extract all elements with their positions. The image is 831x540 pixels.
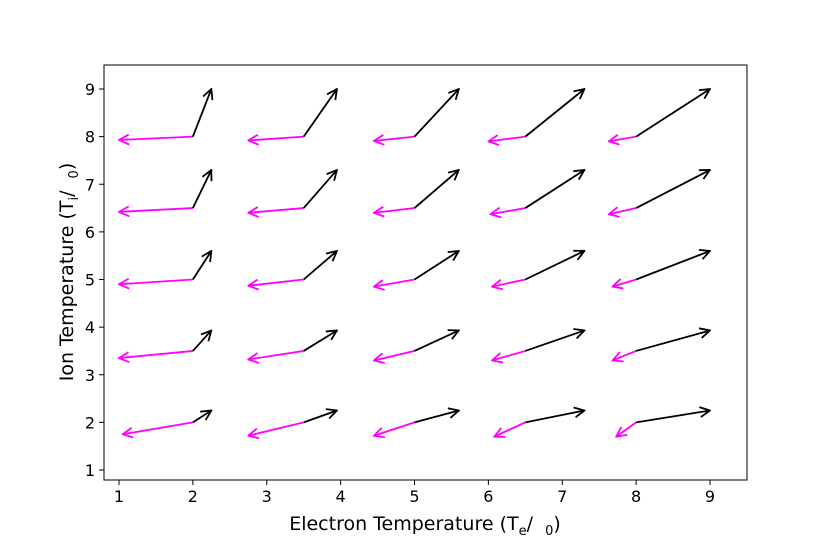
- x-tick-label-4: 4: [336, 487, 346, 506]
- magenta-arrow-r0-c0: [123, 421, 194, 434]
- black-arrow-r1-c0: [192, 330, 211, 352]
- black-arrow-r4-c3: [524, 89, 584, 138]
- magenta-arrow-r2-c1: [248, 278, 304, 286]
- magenta-arrow-r3-c0: [119, 208, 193, 212]
- magenta-arrow-r1-c3: [492, 350, 526, 361]
- black-arrow-r0-c2: [414, 410, 459, 424]
- y-tick-label-5: 5: [85, 271, 95, 290]
- black-arrow-r1-c2: [414, 330, 459, 352]
- plot-area-frame: [103, 64, 748, 481]
- magenta-arrow-r2-c2: [374, 278, 415, 287]
- black-arrow-r4-c1: [302, 89, 337, 138]
- magenta-arrow-r0-c4: [616, 421, 637, 436]
- black-arrow-r4-c2: [413, 89, 459, 138]
- black-arrow-r3-c4: [635, 170, 710, 209]
- magenta-arrow-r3-c2: [374, 208, 415, 213]
- black-arrow-r1-c3: [525, 330, 584, 352]
- magenta-arrow-r2-c0: [119, 280, 193, 285]
- y-tick-label-6: 6: [85, 223, 95, 242]
- magenta-arrow-r3-c3: [491, 208, 526, 214]
- x-axis-label: Electron Temperature (Te/ 0): [289, 513, 561, 539]
- x-tick-label-8: 8: [631, 487, 641, 506]
- magenta-arrow-r1-c2: [374, 350, 415, 361]
- magenta-arrow-r0-c1: [248, 421, 304, 435]
- x-axis-ticks: 1 2 3 4 5 6 7 8 9: [114, 480, 715, 506]
- magenta-arrow-r2-c3: [492, 278, 526, 287]
- magenta-arrow-r0-c2: [374, 421, 415, 435]
- black-arrow-r4-c4: [635, 89, 710, 138]
- y-tick-label-2: 2: [85, 413, 95, 432]
- x-tick-label-5: 5: [409, 487, 419, 506]
- y-tick-label-9: 9: [85, 80, 95, 99]
- magenta-arrow-r1-c0: [119, 350, 193, 358]
- x-tick-label-7: 7: [557, 487, 567, 506]
- magenta-arrow-r4-c4: [609, 137, 637, 142]
- y-tick-label-3: 3: [85, 366, 95, 385]
- magenta-arrow-r1-c4: [612, 350, 637, 361]
- black-arrow-r2-c1: [303, 251, 337, 281]
- magenta-arrow-r2-c4: [612, 280, 637, 287]
- black-arrow-r0-c0: [192, 410, 211, 424]
- magenta-arrow-r1-c1: [248, 350, 304, 360]
- x-tick-label-9: 9: [705, 487, 715, 506]
- black-arrow-r1-c4: [635, 330, 710, 352]
- magenta-arrow-r3-c1: [248, 208, 304, 213]
- y-tick-label-1: 1: [85, 461, 95, 480]
- x-tick-label-2: 2: [188, 487, 198, 506]
- black-arrow-r3-c3: [524, 170, 584, 209]
- black-arrow-r4-c0: [192, 89, 211, 137]
- y-axis-ticks: 1 2 3 4 5 6 7 8 9: [85, 80, 104, 480]
- y-tick-label-7: 7: [85, 175, 95, 194]
- magenta-arrow-r3-c4: [609, 208, 637, 214]
- magenta-arrow-r4-c1: [248, 137, 304, 141]
- black-arrow-r0-c1: [303, 410, 337, 424]
- y-axis-label: Ion Temperature (Ti/ 0): [56, 163, 82, 382]
- black-arrow-r3-c2: [413, 170, 459, 209]
- magenta-arrow-r4-c3: [488, 137, 526, 142]
- x-tick-label-1: 1: [114, 487, 124, 506]
- black-arrow-r0-c4: [635, 410, 710, 424]
- black-arrow-r1-c1: [303, 330, 337, 352]
- magenta-arrow-r4-c0: [119, 137, 193, 140]
- black-arrow-r3-c0: [192, 170, 211, 209]
- y-tick-label-4: 4: [85, 318, 95, 337]
- black-arrow-r2-c0: [192, 251, 211, 280]
- x-tick-label-6: 6: [483, 487, 493, 506]
- x-tick-label-3: 3: [262, 487, 272, 506]
- black-arrow-r0-c3: [525, 410, 584, 424]
- black-arrow-r2-c2: [414, 251, 459, 281]
- y-tick-label-8: 8: [85, 128, 95, 147]
- black-arrow-r3-c1: [303, 170, 337, 209]
- vector-arrows: [119, 89, 710, 437]
- black-arrow-r2-c3: [524, 251, 584, 281]
- magenta-arrow-r0-c3: [494, 421, 526, 436]
- black-arrow-r2-c4: [635, 251, 710, 281]
- magenta-arrow-r4-c2: [374, 137, 415, 141]
